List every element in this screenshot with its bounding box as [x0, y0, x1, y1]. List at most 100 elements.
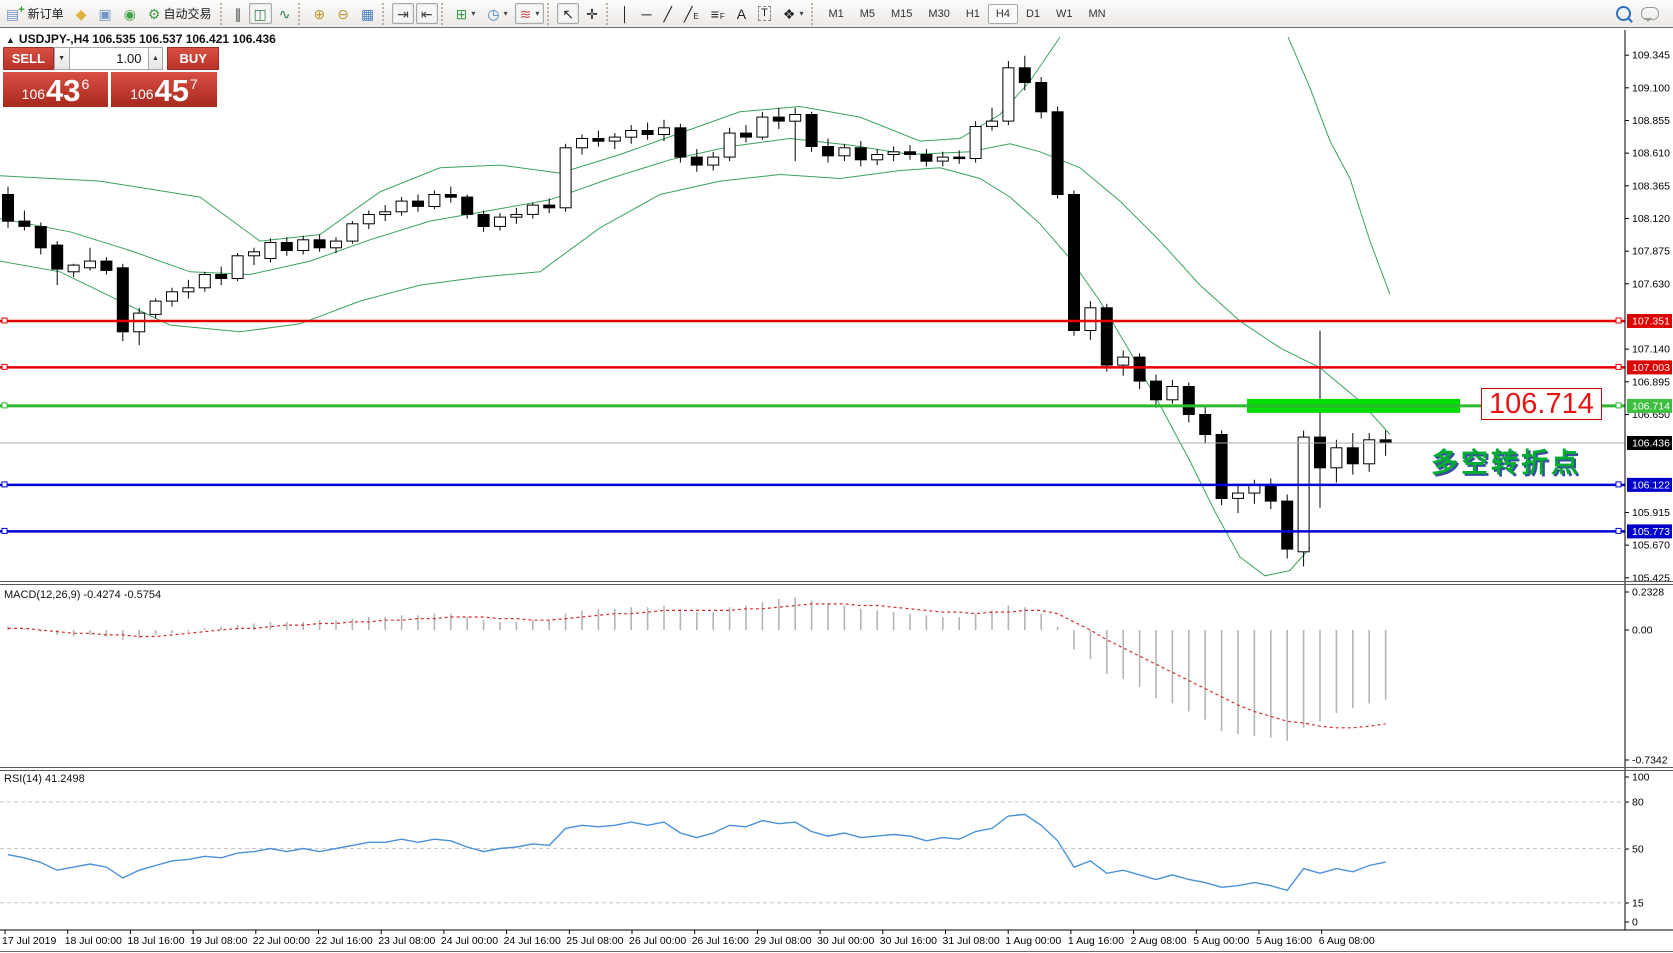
svg-text:2 Aug 08:00: 2 Aug 08:00: [1131, 935, 1187, 947]
sell-button[interactable]: SELL: [3, 47, 54, 70]
data-window-icon-icon: ▣: [98, 5, 112, 22]
buy-price-tile[interactable]: 106 45 7: [111, 72, 217, 107]
timeframe-h4[interactable]: H4: [987, 3, 1018, 24]
svg-text:1 Aug 16:00: 1 Aug 16:00: [1068, 935, 1124, 947]
svg-text:108.610: 108.610: [1632, 148, 1670, 160]
volume-decrease-button[interactable]: ▼: [53, 47, 70, 70]
tile-windows-button[interactable]: ▦: [356, 3, 379, 24]
macd-panel: 0.2328 0.00 -0.7342 MACD(12,26,9) -0.4274 -…: [4, 587, 1668, 767]
line-chart-type-button[interactable]: ∿: [274, 3, 296, 24]
macd-label: MACD(12,26,9) -0.4274 -0.5754: [4, 589, 161, 601]
new-chart-dropdown[interactable]: ⊞ ▾: [451, 3, 481, 24]
svg-text:18 Jul 16:00: 18 Jul 16:00: [127, 935, 184, 947]
chat-icon[interactable]: [1641, 7, 1659, 22]
sell-price-big: 43: [46, 73, 81, 108]
price-level-callout[interactable]: 106.714: [1481, 388, 1602, 420]
indicators-dropdown[interactable]: ≋ ▾: [514, 3, 545, 24]
svg-text:1 Aug 00:00: 1 Aug 00:00: [1005, 935, 1061, 947]
arrows-icon: ❖: [782, 5, 796, 22]
svg-text:108.855: 108.855: [1632, 115, 1670, 127]
line-chart-type-icon: ∿: [278, 5, 291, 22]
timeframe-m5[interactable]: M5: [852, 4, 883, 24]
chevron-down-icon: ▾: [799, 9, 804, 18]
svg-text:0.00: 0.00: [1632, 625, 1653, 637]
market-watch-icon-button[interactable]: ◆: [71, 3, 92, 24]
svg-text:18 Jul 00:00: 18 Jul 00:00: [65, 935, 122, 947]
svg-text:26 Jul 16:00: 26 Jul 16:00: [692, 935, 749, 947]
svg-text:5 Aug 00:00: 5 Aug 00:00: [1193, 935, 1249, 947]
svg-text:107.875: 107.875: [1632, 246, 1670, 258]
candles-layer: [2, 55, 1392, 567]
svg-text:105.773: 105.773: [1632, 526, 1670, 538]
bar-chart-type-button[interactable]: ∥: [230, 3, 247, 24]
vertical-line-button[interactable]: │: [616, 3, 635, 24]
search-icon[interactable]: [1616, 6, 1631, 21]
text-button[interactable]: A: [732, 3, 751, 24]
crosshair-button[interactable]: ✛: [581, 3, 603, 24]
volume-increase-button[interactable]: ▲: [147, 47, 164, 70]
arrows-dropdown[interactable]: ❖ ▾: [778, 3, 809, 24]
svg-text:24 Jul 16:00: 24 Jul 16:00: [504, 935, 561, 947]
timeframe-mn[interactable]: MN: [1081, 4, 1114, 24]
chevron-down-icon: ▾: [503, 9, 508, 18]
svg-text:25 Jul 08:00: 25 Jul 08:00: [566, 935, 623, 947]
buy-button[interactable]: BUY: [167, 47, 219, 70]
vertical-line-icon: │: [620, 5, 630, 22]
data-window-icon-button[interactable]: ▣: [93, 3, 116, 24]
indicators-icon: ≋: [519, 5, 532, 22]
text-label-button[interactable]: T: [753, 3, 776, 24]
svg-text:107.003: 107.003: [1632, 362, 1670, 374]
text-label-icon: T: [758, 6, 771, 21]
periods-dropdown[interactable]: ◷ ▾: [482, 3, 512, 24]
svg-text:-0.7342: -0.7342: [1632, 755, 1668, 767]
candlestick-chart-type-button[interactable]: ◫: [248, 3, 272, 24]
rsi-label: RSI(14) 41.2498: [4, 773, 85, 785]
signal-icon-button[interactable]: ◉: [119, 3, 141, 24]
horizontal-line-button[interactable]: ─: [637, 3, 657, 24]
auto-trading-button[interactable]: ⚙ 自动交易: [143, 3, 217, 24]
chart-shift-button[interactable]: ⇤: [415, 3, 438, 24]
signal-icon-icon: ◉: [123, 5, 136, 22]
svg-text:50: 50: [1632, 844, 1644, 856]
new-order-button-label: 新订单: [27, 7, 64, 21]
timeframe-m1[interactable]: M1: [820, 4, 851, 24]
text-icon: A: [736, 5, 747, 22]
volume-input[interactable]: [69, 47, 148, 70]
timeframe-d1[interactable]: D1: [1018, 4, 1048, 24]
one-click-trading-panel: SELL ▼ ▲ BUY 106 43 6 106 45 7: [3, 47, 219, 107]
sell-price-prefix: 106: [21, 86, 46, 102]
auto-scroll-button[interactable]: ⇥: [392, 3, 414, 24]
svg-text:107.140: 107.140: [1632, 344, 1670, 356]
svg-text:6 Aug 08:00: 6 Aug 08:00: [1319, 935, 1375, 947]
svg-text:29 Jul 08:00: 29 Jul 08:00: [754, 935, 811, 947]
zoom-out-button[interactable]: ⊖: [332, 3, 354, 24]
fibonacci-button[interactable]: ≡ F: [706, 3, 730, 24]
svg-text:30 Jul 16:00: 30 Jul 16:00: [880, 935, 937, 947]
channel-button[interactable]: ╱ E: [679, 3, 704, 24]
timeframe-m15[interactable]: M15: [883, 4, 920, 24]
svg-text:108.365: 108.365: [1632, 180, 1670, 192]
horizontal-line-icon: ─: [641, 5, 652, 22]
symbol-title: ▲ USDJPY-,H4 106.535 106.537 106.421 106.…: [6, 32, 276, 46]
auto-trading-button-label: 自动交易: [163, 7, 212, 21]
timeframe-m30[interactable]: M30: [920, 4, 957, 24]
hlines-layer: [0, 317, 1625, 534]
sell-price-tile[interactable]: 106 43 6: [3, 72, 108, 107]
bar-chart-type-icon: ∥: [234, 5, 242, 22]
cursor-button[interactable]: ↖: [557, 3, 580, 24]
collapse-panel-icon[interactable]: ▲: [6, 35, 15, 45]
svg-text:31 Jul 08:00: 31 Jul 08:00: [943, 935, 1000, 947]
turning-point-annotation[interactable]: 多空转折点: [1431, 448, 1581, 478]
zoom-in-button[interactable]: ⊕: [308, 3, 330, 24]
tile-windows-icon: ▦: [360, 5, 375, 22]
svg-text:15: 15: [1632, 898, 1644, 910]
auto-trading-icon: ⚙: [147, 5, 161, 22]
timeframe-h1[interactable]: H1: [958, 4, 988, 24]
svg-text:0: 0: [1632, 917, 1638, 929]
timeframe-w1[interactable]: W1: [1048, 4, 1081, 24]
toolbar: ▤ + 新订单 ◆ ▣ ◉ ⚙ 自动交易 ∥ ◫ ∿ ⊕ ⊖ ▦ ⇥ ⇤ ⊞ ▾ ◷ ▾ ≋ ▾ ↖ ✛ │ ─ ╱ ╱ E ≡ F A T ❖ ▾…: [0, 0, 1673, 28]
trendline-button[interactable]: ╱: [659, 3, 677, 24]
svg-text:5 Aug 16:00: 5 Aug 16:00: [1256, 935, 1312, 947]
new-order-button[interactable]: ▤ + 新订单: [1, 3, 69, 24]
